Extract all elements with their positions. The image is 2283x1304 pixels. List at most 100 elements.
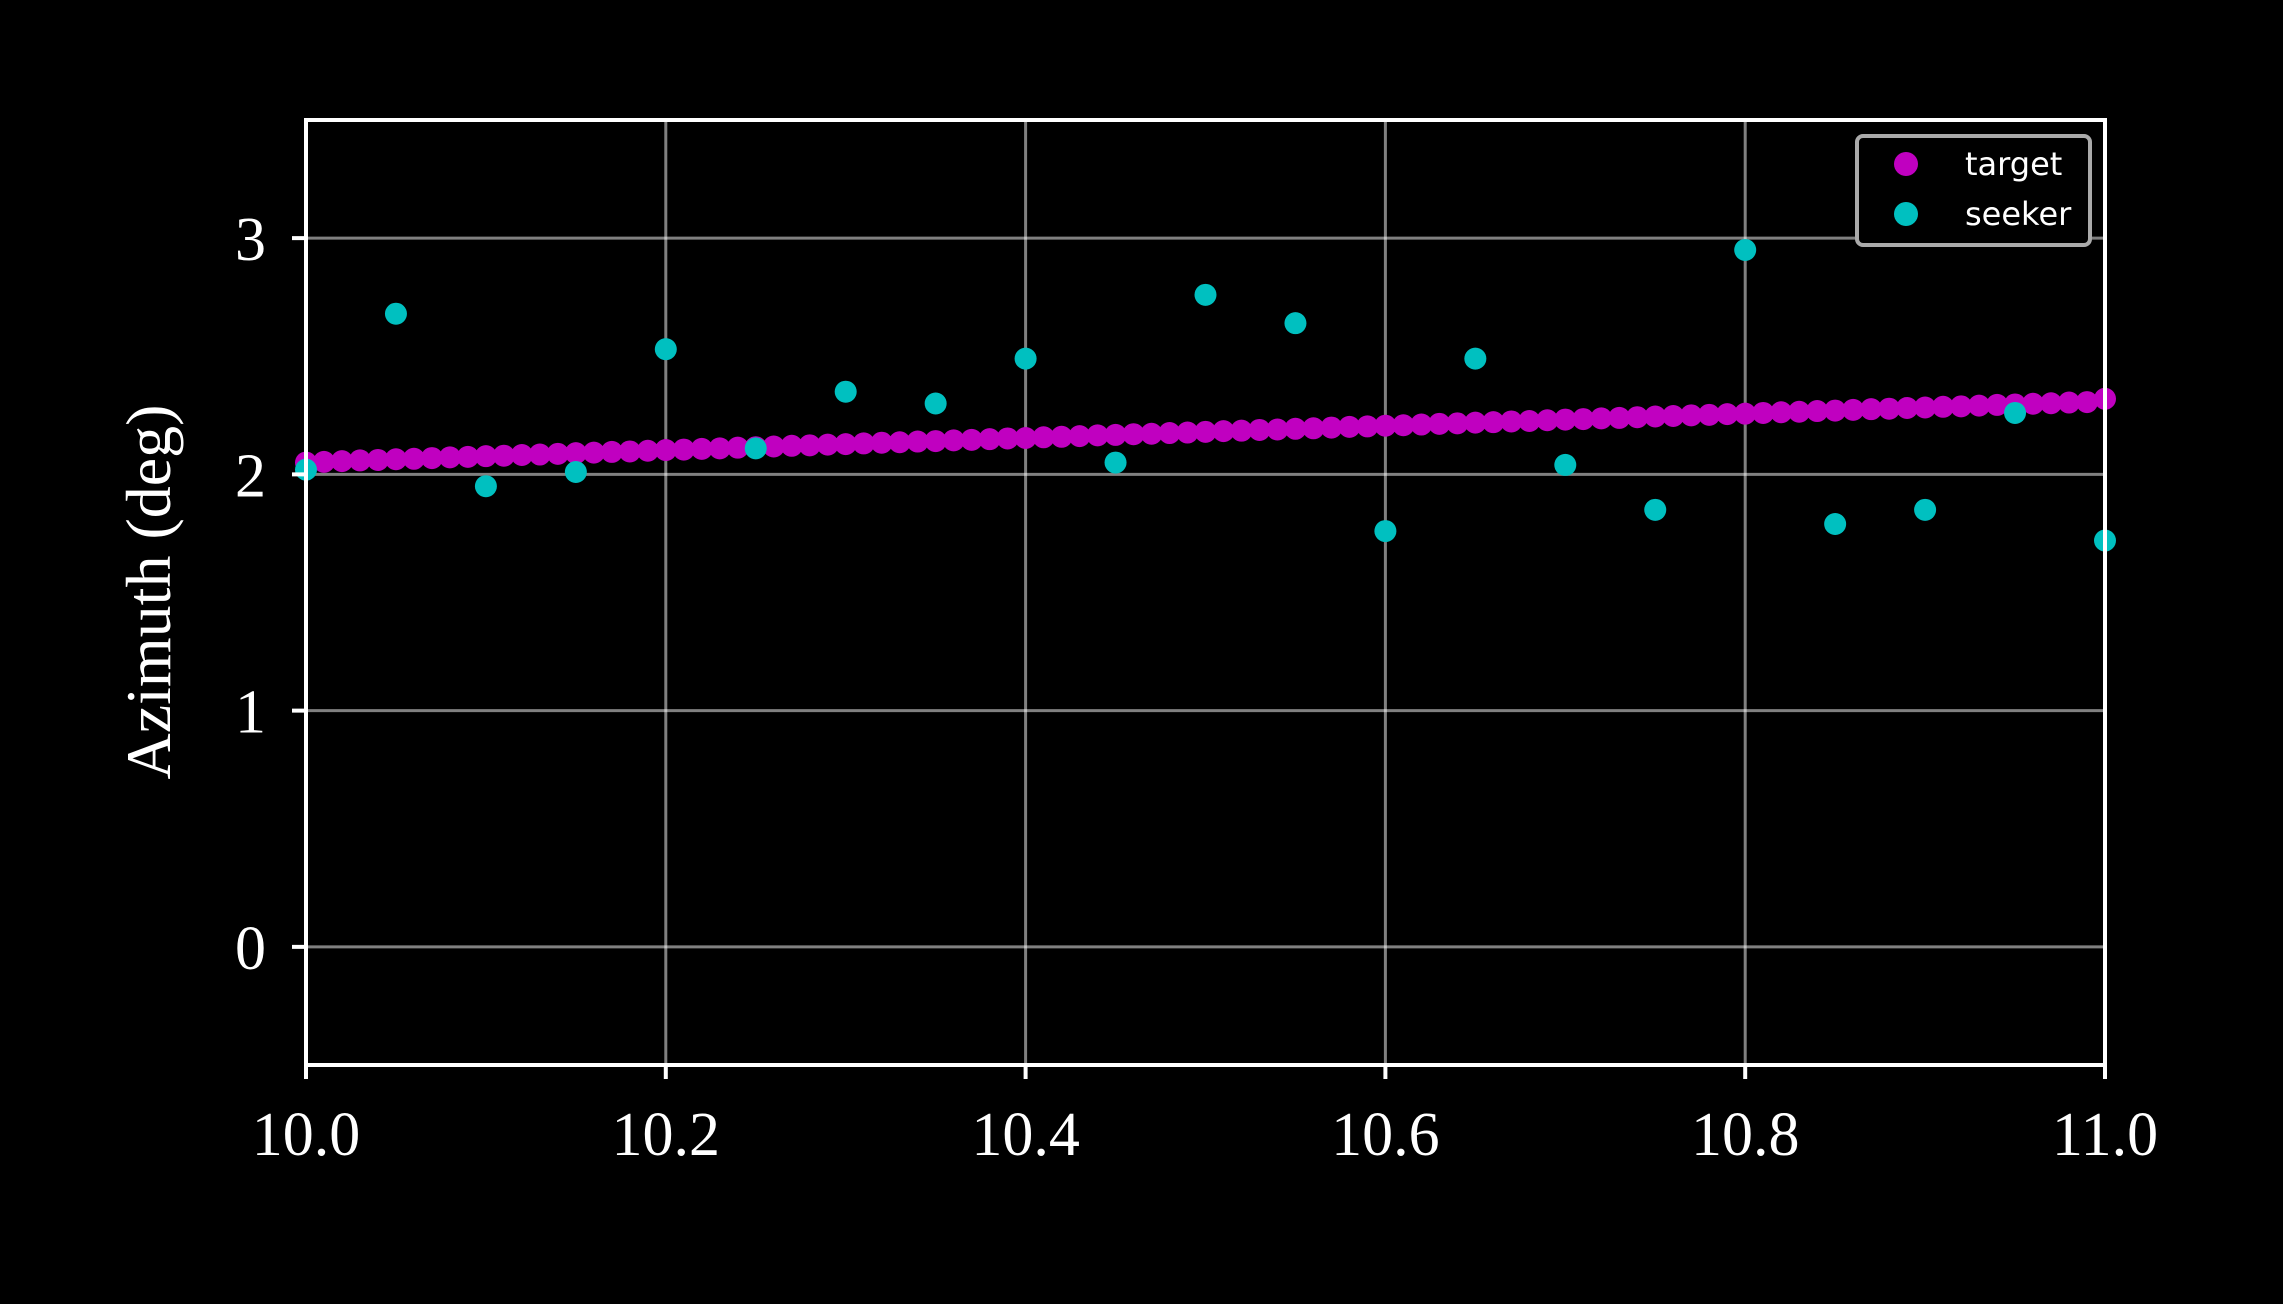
- legend-marker-seeker: [1894, 202, 1918, 226]
- target-point: [1788, 400, 1811, 423]
- target-point: [1716, 403, 1739, 426]
- seeker-point: [1914, 498, 1937, 521]
- target-point: [960, 428, 983, 451]
- target-point: [420, 447, 443, 470]
- seeker-point: [1554, 453, 1577, 476]
- legend: target seeker: [1855, 134, 2092, 247]
- target-point: [1644, 405, 1667, 428]
- seeker-point: [834, 380, 857, 403]
- target-point: [1068, 425, 1091, 448]
- target-point: [1230, 419, 1253, 442]
- target-point: [510, 444, 533, 467]
- target-point: [1554, 408, 1577, 431]
- target-point: [1842, 398, 1865, 421]
- seeker-point: [1644, 498, 1667, 521]
- target-point: [402, 447, 425, 470]
- target-point: [1194, 420, 1217, 443]
- target-point: [1680, 404, 1703, 427]
- seeker-point: [1104, 451, 1127, 474]
- target-point: [1626, 406, 1649, 429]
- target-point: [1572, 408, 1595, 431]
- target-point: [672, 438, 695, 461]
- target-point: [816, 433, 839, 456]
- target-point: [618, 440, 641, 463]
- target-point: [1266, 418, 1289, 441]
- target-point: [1176, 421, 1199, 444]
- target-point: [1446, 412, 1469, 435]
- target-point: [1482, 411, 1505, 434]
- target-point: [1698, 403, 1721, 426]
- target-point: [1050, 425, 1073, 448]
- seeker-point: [744, 437, 767, 460]
- target-point: [1428, 412, 1451, 435]
- target-point: [870, 431, 893, 454]
- target-point: [1500, 410, 1523, 433]
- y-axis: 0 1 2 3: [235, 206, 306, 983]
- target-point: [2058, 391, 2081, 414]
- target-point: [1662, 405, 1685, 428]
- y-axis-label: Azimuth (deg): [113, 405, 184, 780]
- y-tick-label: 1: [235, 679, 266, 747]
- target-point: [1536, 409, 1559, 432]
- series-seeker: [295, 238, 2116, 552]
- target-point: [888, 431, 911, 454]
- target-point: [564, 442, 587, 465]
- target-point: [1986, 393, 2009, 416]
- target-point: [438, 446, 461, 469]
- target-point: [1590, 407, 1613, 430]
- target-point: [1104, 423, 1127, 446]
- target-point: [1302, 417, 1325, 440]
- target-point: [1932, 395, 1955, 418]
- target-point: [366, 448, 389, 471]
- target-point: [1824, 399, 1847, 422]
- plot-frame: [304, 118, 2107, 1067]
- target-point: [1914, 396, 1937, 419]
- target-point: [1896, 396, 1919, 419]
- target-point: [1806, 400, 1829, 423]
- target-point: [1392, 414, 1415, 437]
- target-point: [1770, 401, 1793, 424]
- x-tick-label: 10.4: [971, 1101, 1080, 1169]
- target-point: [924, 430, 947, 453]
- seeker-point: [1374, 520, 1397, 543]
- target-point: [2040, 392, 2063, 415]
- target-point: [582, 441, 605, 464]
- target-point: [762, 435, 785, 458]
- legend-label-seeker: seeker: [1965, 195, 2072, 233]
- seeker-point: [1734, 238, 1757, 261]
- series-target: [295, 387, 2116, 474]
- x-tick-label: 11.0: [2052, 1101, 2158, 1169]
- y-tick-label: 0: [235, 915, 266, 983]
- target-point: [1212, 420, 1235, 443]
- seeker-point: [654, 338, 677, 361]
- seeker-point: [384, 302, 407, 325]
- y-tick-label: 2: [235, 442, 266, 510]
- target-point: [1086, 424, 1109, 447]
- target-point: [312, 450, 335, 473]
- target-point: [1860, 398, 1883, 421]
- target-point: [942, 429, 965, 452]
- target-point: [726, 436, 749, 459]
- target-point: [1014, 426, 1037, 449]
- target-point: [1338, 415, 1361, 438]
- target-point: [528, 443, 551, 466]
- target-point: [546, 442, 569, 465]
- target-point: [2076, 391, 2099, 414]
- target-point: [2022, 392, 2045, 415]
- x-tick-label: 10.6: [1331, 1101, 1440, 1169]
- target-point: [384, 448, 407, 471]
- target-point: [996, 427, 1019, 450]
- seeker-point: [1014, 347, 1037, 370]
- target-point: [978, 428, 1001, 451]
- target-point: [492, 444, 515, 467]
- target-point: [798, 434, 821, 457]
- target-point: [1734, 402, 1757, 425]
- y-tick-label: 3: [235, 206, 266, 274]
- x-tick-label: 10.2: [612, 1101, 721, 1169]
- seeker-point: [924, 392, 947, 415]
- target-point: [1122, 423, 1145, 446]
- target-point: [780, 434, 803, 457]
- target-point: [690, 437, 713, 460]
- target-point: [1464, 411, 1487, 434]
